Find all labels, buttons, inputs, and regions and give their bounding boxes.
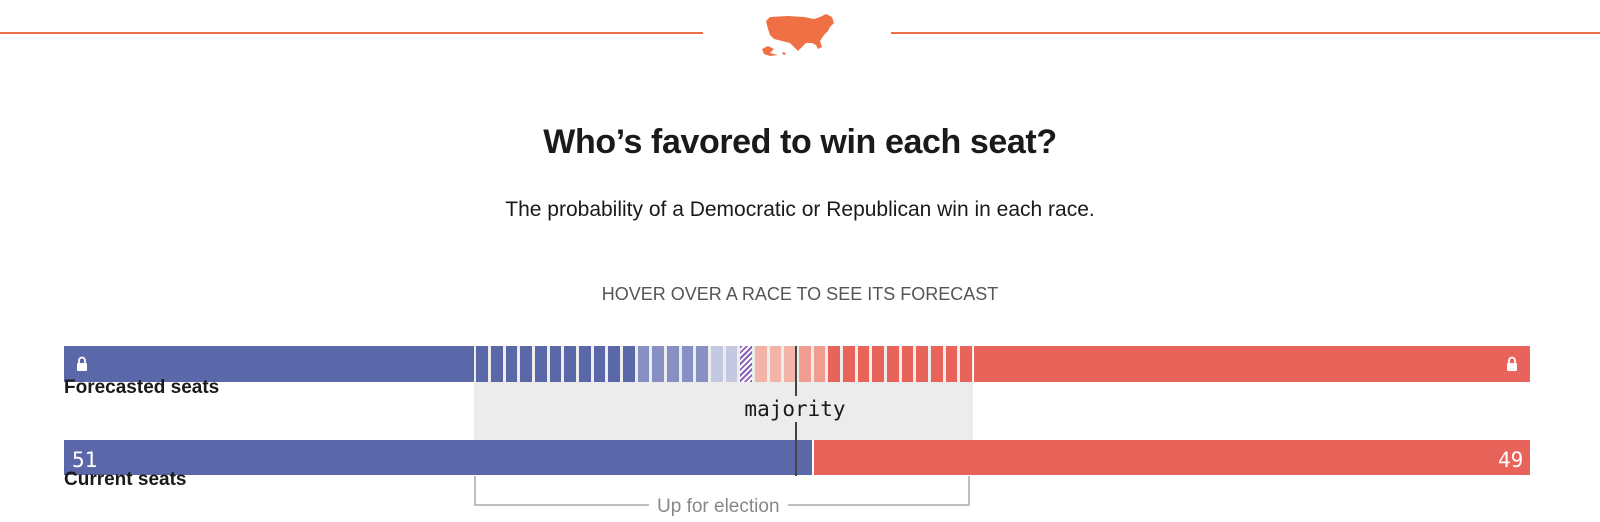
race-seat-rep[interactable] xyxy=(842,346,855,382)
race-seat-dem[interactable] xyxy=(637,346,650,382)
race-seat-rep[interactable] xyxy=(872,346,884,382)
current-seats-label: Current seats xyxy=(64,469,187,490)
page-subtitle: The probability of a Democratic or Repub… xyxy=(505,198,1095,221)
forecast-locked-dem xyxy=(64,346,475,382)
race-seat-dem[interactable] xyxy=(520,346,533,382)
race-seat-dem[interactable] xyxy=(579,346,591,382)
race-seat-rep[interactable] xyxy=(886,346,899,382)
lock-icon xyxy=(1507,356,1517,371)
race-seat-dem[interactable] xyxy=(593,346,606,382)
race-seat-rep[interactable] xyxy=(930,346,943,382)
race-seat-tossup[interactable] xyxy=(740,346,753,382)
current-rep-count: 49 xyxy=(1498,448,1524,472)
race-seat-dem[interactable] xyxy=(491,346,503,382)
race-seat-dem[interactable] xyxy=(652,346,665,382)
race-seat-rep[interactable] xyxy=(916,346,928,382)
race-seat-dem[interactable] xyxy=(549,346,562,382)
race-seat-rep[interactable] xyxy=(813,346,826,382)
race-seat-dem[interactable] xyxy=(564,346,577,382)
current-dem-seats xyxy=(64,440,812,475)
lock-icon xyxy=(77,356,87,371)
race-seat-dem[interactable] xyxy=(476,346,489,382)
up-for-election-label: Up for election xyxy=(649,496,788,518)
current-rep-seats xyxy=(813,440,1530,475)
race-seat-rep[interactable] xyxy=(828,346,840,382)
header-rule-left xyxy=(0,32,703,34)
race-seat-rep[interactable] xyxy=(945,346,958,382)
race-seat-rep[interactable] xyxy=(799,346,811,382)
header-rule-right xyxy=(891,32,1600,34)
race-seat-dem[interactable] xyxy=(681,346,694,382)
race-seat-dem[interactable] xyxy=(696,346,709,382)
forecasted-seats-label: Forecasted seats xyxy=(64,377,220,398)
race-seat-dem[interactable] xyxy=(505,346,518,382)
race-seat-rep[interactable] xyxy=(857,346,870,382)
current-dem-count: 51 xyxy=(72,448,98,472)
us-map-icon xyxy=(762,14,834,56)
race-seat-rep[interactable] xyxy=(901,346,914,382)
race-seat-rep[interactable] xyxy=(784,346,796,382)
race-seat-dem[interactable] xyxy=(608,346,621,382)
race-seat-dem[interactable] xyxy=(535,346,547,382)
race-seat-dem[interactable] xyxy=(711,346,723,382)
majority-label: majority xyxy=(744,396,846,422)
race-seat-dem[interactable] xyxy=(667,346,679,382)
race-seat-rep[interactable] xyxy=(755,346,767,382)
hover-hint: HOVER OVER A RACE TO SEE ITS FORECAST xyxy=(601,284,999,304)
race-seat-rep[interactable] xyxy=(769,346,782,382)
forecast-locked-rep xyxy=(973,346,1530,382)
page-title: Who’s favored to win each seat? xyxy=(543,123,1057,161)
race-seat-dem[interactable] xyxy=(725,346,738,382)
race-seat-dem[interactable] xyxy=(623,346,635,382)
race-seat-rep[interactable] xyxy=(960,346,972,382)
